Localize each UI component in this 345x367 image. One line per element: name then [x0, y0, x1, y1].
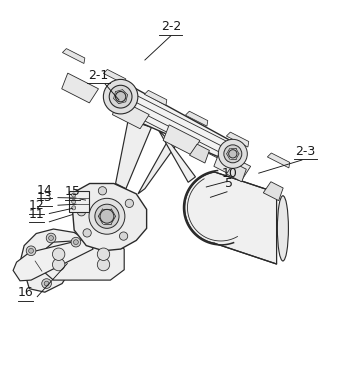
Polygon shape [189, 144, 209, 163]
Text: 15: 15 [65, 185, 80, 198]
Circle shape [46, 233, 56, 243]
Polygon shape [41, 239, 124, 280]
Text: 12: 12 [28, 200, 44, 212]
Polygon shape [145, 90, 167, 105]
Circle shape [97, 248, 110, 261]
Circle shape [73, 240, 78, 244]
Polygon shape [226, 163, 246, 182]
Text: 10: 10 [221, 167, 237, 180]
Circle shape [52, 248, 65, 261]
Polygon shape [21, 229, 102, 292]
Circle shape [119, 232, 128, 240]
Polygon shape [163, 125, 200, 155]
Circle shape [224, 145, 242, 163]
Circle shape [104, 79, 138, 114]
Text: 2-2: 2-2 [161, 21, 181, 33]
Text: 2-1: 2-1 [88, 69, 108, 82]
Polygon shape [263, 182, 283, 201]
Circle shape [98, 187, 107, 195]
Polygon shape [62, 48, 85, 63]
Circle shape [97, 258, 110, 271]
Polygon shape [116, 120, 151, 189]
Circle shape [44, 281, 49, 286]
Bar [69, 191, 89, 212]
Polygon shape [112, 81, 235, 163]
Text: 16: 16 [18, 286, 34, 299]
Polygon shape [72, 184, 147, 251]
Circle shape [72, 206, 76, 210]
Polygon shape [267, 153, 290, 168]
Circle shape [218, 139, 247, 168]
Circle shape [125, 199, 134, 207]
Polygon shape [112, 99, 149, 129]
Circle shape [72, 199, 76, 204]
Polygon shape [214, 151, 251, 181]
Polygon shape [104, 69, 126, 84]
Polygon shape [226, 132, 249, 147]
Polygon shape [158, 130, 195, 182]
Text: 14: 14 [37, 184, 53, 197]
Circle shape [229, 150, 237, 158]
Circle shape [72, 193, 76, 197]
Circle shape [116, 91, 126, 102]
Circle shape [89, 198, 125, 234]
Polygon shape [13, 239, 93, 281]
Polygon shape [62, 73, 98, 103]
Text: 11: 11 [28, 208, 44, 221]
Text: 13: 13 [37, 191, 53, 204]
Polygon shape [185, 172, 277, 264]
Circle shape [83, 229, 91, 237]
Circle shape [29, 248, 33, 253]
Circle shape [100, 210, 114, 223]
Circle shape [52, 258, 65, 271]
Circle shape [42, 279, 51, 288]
Ellipse shape [277, 196, 288, 261]
Circle shape [71, 237, 81, 247]
Circle shape [77, 208, 86, 216]
Circle shape [109, 85, 132, 108]
Text: 5: 5 [225, 177, 234, 190]
Polygon shape [138, 140, 180, 194]
Circle shape [49, 236, 53, 240]
Text: 2-3: 2-3 [295, 145, 315, 157]
Polygon shape [185, 111, 208, 126]
Circle shape [95, 204, 119, 228]
Circle shape [26, 246, 36, 255]
